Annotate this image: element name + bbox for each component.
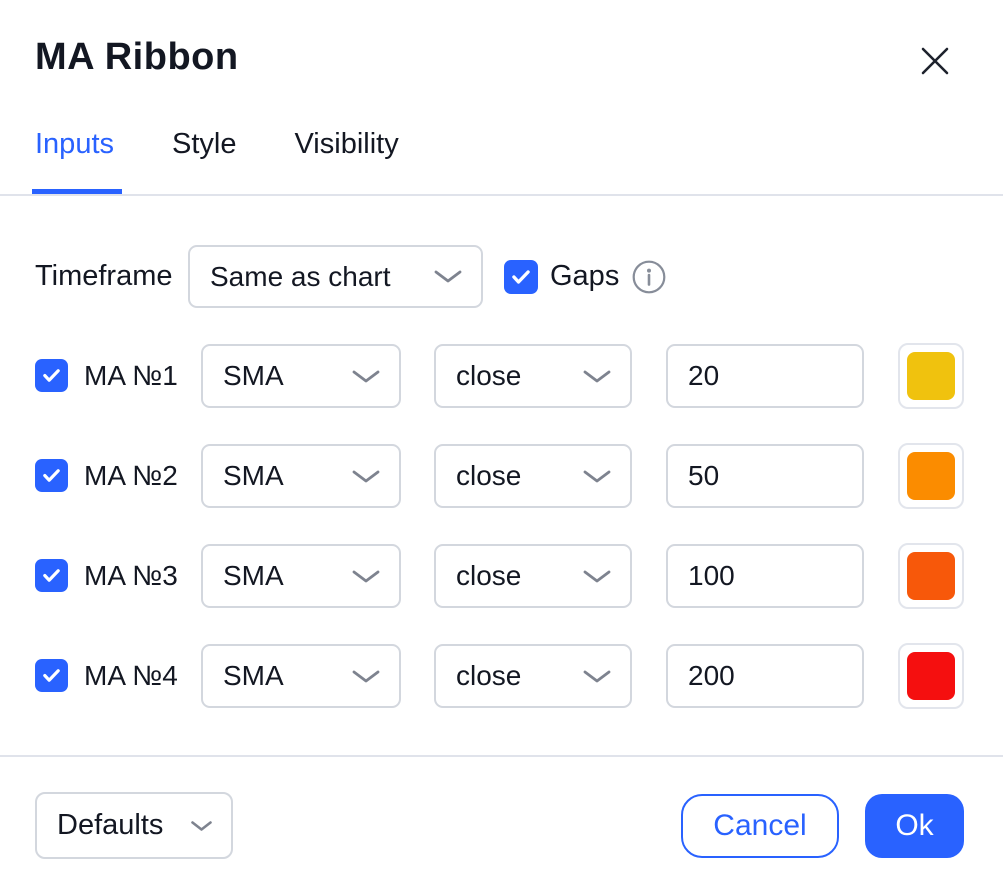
ma2-type-value: SMA (223, 460, 284, 491)
ma2-source-select[interactable]: close (434, 444, 632, 508)
ma1-type-select[interactable]: SMA (201, 344, 401, 408)
ma2-color-swatch (907, 452, 955, 500)
ma-row-2: MA №2 SMA close (0, 443, 1003, 509)
ma1-checkbox[interactable] (35, 359, 68, 392)
gaps-label: Gaps (550, 260, 620, 292)
tab-visibility[interactable]: Visibility (294, 128, 399, 160)
ma3-checkbox[interactable] (35, 559, 68, 592)
active-tab-underline (32, 189, 122, 196)
info-icon[interactable] (632, 260, 666, 294)
chevron-down-icon (352, 670, 380, 682)
ma2-label: MA №2 (84, 460, 178, 491)
ma2-color-button[interactable] (898, 443, 964, 509)
timeframe-select-value: Same as chart (210, 260, 391, 292)
ma1-label: MA №1 (84, 360, 178, 391)
check-icon (43, 469, 60, 482)
ma4-label: MA №4 (84, 660, 178, 691)
chevron-down-icon (583, 470, 611, 482)
close-button[interactable] (908, 34, 962, 88)
header-divider (0, 194, 1003, 196)
defaults-dropdown-button[interactable]: Defaults (35, 792, 233, 859)
timeframe-label: Timeframe (35, 260, 173, 292)
ma4-checkbox[interactable] (35, 659, 68, 692)
ma3-label: MA №3 (84, 560, 178, 591)
chevron-down-icon (352, 470, 380, 482)
chevron-down-icon (583, 570, 611, 582)
ma3-source-select[interactable]: close (434, 544, 632, 608)
defaults-label: Defaults (57, 809, 164, 841)
ma-row-1: MA №1 SMA close (0, 343, 1003, 409)
footer-divider (0, 755, 1003, 757)
ma3-source-value: close (456, 560, 522, 591)
check-icon (43, 669, 60, 682)
ma2-type-select[interactable]: SMA (201, 444, 401, 508)
ma1-color-button[interactable] (898, 343, 964, 409)
ma2-length-input[interactable] (666, 444, 864, 508)
ma2-source-value: close (456, 460, 522, 491)
timeframe-select[interactable]: Same as chart (188, 245, 483, 308)
ma3-color-swatch (907, 552, 955, 600)
chevron-down-icon (191, 820, 212, 831)
ma4-type-select[interactable]: SMA (201, 644, 401, 708)
ma4-length-input[interactable] (666, 644, 864, 708)
ma1-color-swatch (907, 352, 955, 400)
ma1-source-value: close (456, 360, 522, 391)
ma3-type-select[interactable]: SMA (201, 544, 401, 608)
ma4-source-value: close (456, 660, 522, 691)
tab-bar: Inputs Style Visibility (35, 128, 399, 161)
tab-style[interactable]: Style (172, 128, 237, 160)
chevron-down-icon (352, 570, 380, 582)
ma-row-3: MA №3 SMA close (0, 543, 1003, 609)
check-icon (512, 270, 530, 284)
ma-row-4: MA №4 SMA close (0, 643, 1003, 709)
ma4-type-value: SMA (223, 660, 284, 691)
gaps-checkbox[interactable] (504, 260, 538, 294)
chevron-down-icon (583, 670, 611, 682)
ma4-color-button[interactable] (898, 643, 964, 709)
ok-button[interactable]: Ok (865, 794, 964, 858)
ma3-length-input[interactable] (666, 544, 864, 608)
dialog-title: MA Ribbon (35, 36, 239, 78)
ma1-source-select[interactable]: close (434, 344, 632, 408)
chevron-down-icon (352, 370, 380, 382)
chevron-down-icon (583, 370, 611, 382)
check-icon (43, 369, 60, 382)
ma2-checkbox[interactable] (35, 459, 68, 492)
ma1-length-input[interactable] (666, 344, 864, 408)
chevron-down-icon (434, 270, 462, 283)
ma1-type-value: SMA (223, 360, 284, 391)
ma3-type-value: SMA (223, 560, 284, 591)
cancel-button[interactable]: Cancel (681, 794, 839, 858)
tab-inputs[interactable]: Inputs (35, 128, 114, 160)
ma4-source-select[interactable]: close (434, 644, 632, 708)
ma4-color-swatch (907, 652, 955, 700)
ma3-color-button[interactable] (898, 543, 964, 609)
check-icon (43, 569, 60, 582)
close-icon (921, 47, 949, 75)
